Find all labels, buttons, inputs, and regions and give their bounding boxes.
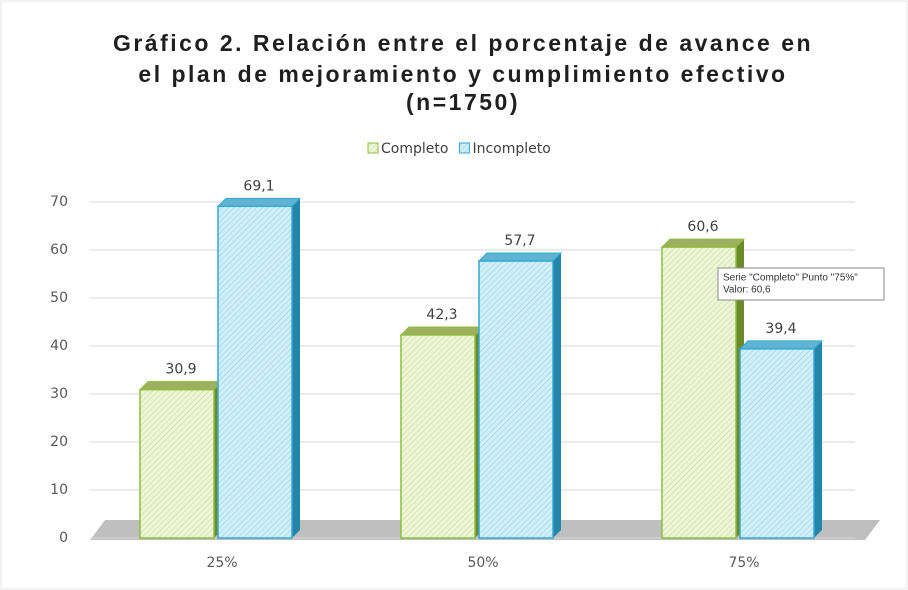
x-tick-label: 75% xyxy=(728,555,759,571)
tooltip xyxy=(717,267,885,301)
y-tick-label: 40 xyxy=(50,338,68,354)
bar xyxy=(478,260,554,539)
y-tick-label: 10 xyxy=(50,482,68,498)
y-tick-label: 70 xyxy=(50,194,68,210)
y-tick-label: 30 xyxy=(50,386,68,402)
value-label: 42,3 xyxy=(426,307,457,323)
bar-side xyxy=(292,198,300,538)
x-tick-label: 50% xyxy=(467,555,498,571)
bar xyxy=(139,388,215,539)
legend-label: Incompleto xyxy=(472,141,550,157)
y-tick-label: 50 xyxy=(50,290,68,306)
tooltip-text: Serie "Completo" Punto "75%" xyxy=(723,273,858,284)
bar xyxy=(739,348,815,539)
bar-side xyxy=(553,253,561,539)
y-tick-label: 0 xyxy=(59,530,68,546)
tooltip-text: Valor: 60,6 xyxy=(723,285,771,296)
bar-top xyxy=(216,197,302,207)
chart-title: Gráfico 2. Relación entre el porcentaje … xyxy=(113,30,813,56)
x-tick-label: 25% xyxy=(206,555,237,571)
y-tick-label: 20 xyxy=(50,434,68,450)
bar-top xyxy=(138,381,224,391)
value-label: 30,9 xyxy=(165,362,196,378)
bar xyxy=(400,334,476,539)
bar-top xyxy=(399,326,485,336)
chart-title: el plan de mejoramiento y cumplimiento e… xyxy=(138,61,787,87)
bar-side xyxy=(814,340,822,538)
value-label: 60,6 xyxy=(687,219,718,235)
value-label: 69,1 xyxy=(243,178,274,194)
legend-swatch xyxy=(458,142,470,154)
bar-top xyxy=(477,252,563,262)
value-label: 57,7 xyxy=(504,233,535,249)
bar xyxy=(217,205,293,539)
bar-top xyxy=(660,238,746,248)
chart-title: (n=1750) xyxy=(406,89,520,115)
legend-swatch xyxy=(367,142,379,154)
value-label: 39,4 xyxy=(765,321,796,337)
y-tick-label: 60 xyxy=(50,242,68,258)
legend-label: Completo xyxy=(381,141,448,157)
bar-top xyxy=(738,340,824,350)
